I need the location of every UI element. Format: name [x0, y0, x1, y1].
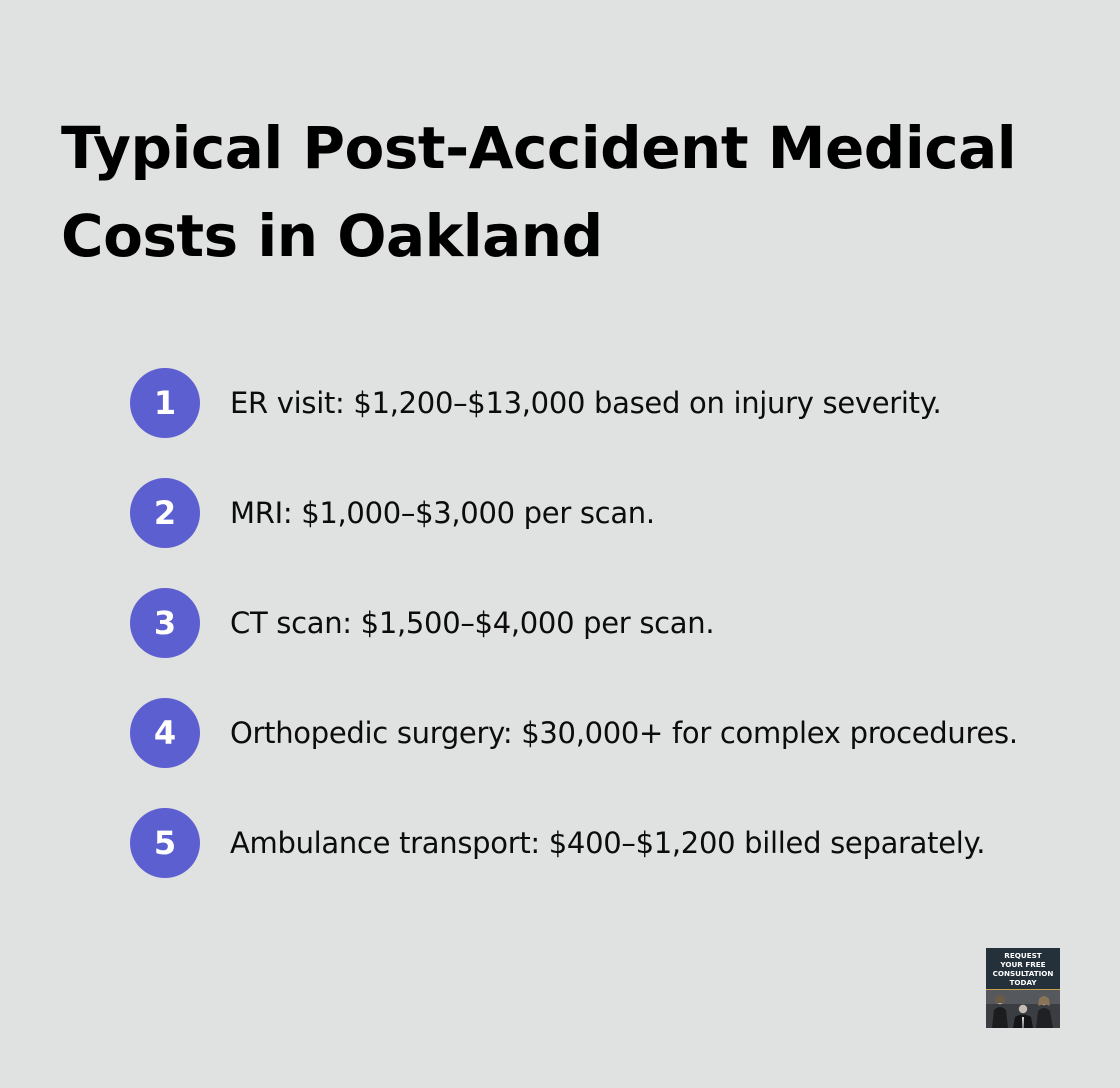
list-item-text: MRI: $1,000–$3,000 per scan. — [230, 496, 655, 530]
list-item: 4 Orthopedic surgery: $30,000+ for compl… — [130, 698, 1090, 768]
list-item: 1 ER visit: $1,200–$13,000 based on inju… — [130, 368, 1090, 438]
step-number-badge: 5 — [130, 808, 200, 878]
list-item-text: Ambulance transport: $400–$1,200 billed … — [230, 826, 986, 860]
list-item-text: ER visit: $1,200–$13,000 based on injury… — [230, 386, 942, 420]
list-item: 2 MRI: $1,000–$3,000 per scan. — [130, 478, 1090, 548]
step-number-badge: 1 — [130, 368, 200, 438]
list-item: 5 Ambulance transport: $400–$1,200 bille… — [130, 808, 1090, 878]
badge-divider — [986, 989, 1060, 990]
attorneys-photo-icon — [986, 990, 1060, 1028]
consultation-badge-text: REQUEST YOUR FREE CONSULTATION TODAY — [992, 951, 1054, 987]
list-item-text: Orthopedic surgery: $30,000+ for complex… — [230, 716, 1018, 750]
list-item-text: CT scan: $1,500–$4,000 per scan. — [230, 606, 715, 640]
step-number-badge: 3 — [130, 588, 200, 658]
page-title: Typical Post-Accident Medical Costs in O… — [61, 114, 1017, 270]
list-item: 3 CT scan: $1,500–$4,000 per scan. — [130, 588, 1090, 658]
step-number-badge: 4 — [130, 698, 200, 768]
step-number-badge: 2 — [130, 478, 200, 548]
cost-list: 1 ER visit: $1,200–$13,000 based on inju… — [130, 368, 1090, 918]
consultation-badge[interactable]: REQUEST YOUR FREE CONSULTATION TODAY — [986, 948, 1060, 1028]
